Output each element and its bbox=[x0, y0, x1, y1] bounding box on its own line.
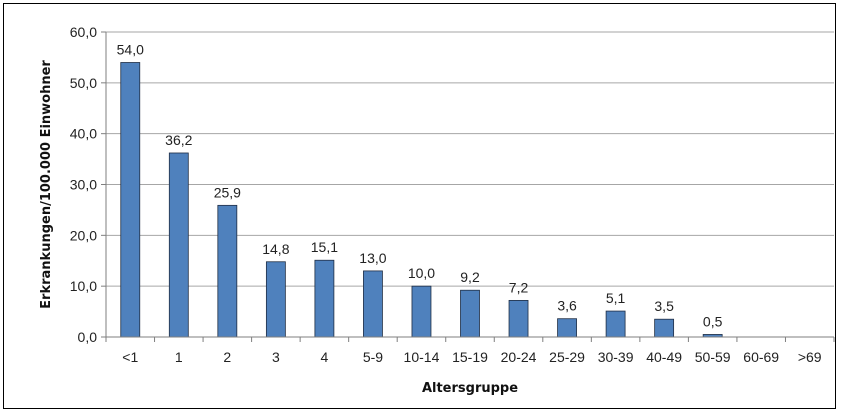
x-tick-label: 30-39 bbox=[598, 349, 634, 365]
bar bbox=[411, 285, 432, 338]
data-label: 25,9 bbox=[214, 184, 241, 200]
bar bbox=[363, 270, 383, 338]
data-label: 14,8 bbox=[262, 241, 289, 257]
x-tick-label: 5-9 bbox=[363, 349, 383, 365]
x-tick-label: 15-19 bbox=[452, 349, 488, 365]
data-label: 3,6 bbox=[557, 298, 577, 314]
x-tick-label: 1 bbox=[175, 349, 183, 365]
y-axis-title: Erkrankungen/100.000 Einwohner bbox=[39, 60, 54, 309]
y-tick-label: 50,0 bbox=[70, 75, 97, 91]
x-tick-label: 25-29 bbox=[549, 349, 585, 365]
x-tick-label: 2 bbox=[223, 349, 231, 365]
bar bbox=[605, 310, 626, 338]
data-label: 7,2 bbox=[509, 279, 529, 295]
data-label: 54,0 bbox=[117, 42, 144, 58]
x-tick-label: 40-49 bbox=[646, 349, 682, 365]
x-tick-label: 10-14 bbox=[404, 349, 440, 365]
y-tick-label: 60,0 bbox=[70, 24, 97, 40]
data-label: 9,2 bbox=[460, 269, 480, 285]
x-axis-title: Altersgruppe bbox=[422, 381, 518, 396]
data-label: 5,1 bbox=[606, 290, 626, 306]
gridlines bbox=[106, 31, 834, 287]
data-label: 0,5 bbox=[703, 313, 723, 329]
chart-frame bbox=[3, 3, 836, 409]
data-label: 3,5 bbox=[654, 298, 674, 314]
x-tick-label: 3 bbox=[272, 349, 280, 365]
x-tick-label: 20-24 bbox=[501, 349, 537, 365]
y-tick-label: 20,0 bbox=[70, 227, 97, 243]
data-label: 15,1 bbox=[311, 239, 338, 255]
x-axis-ticks: <1 1 2 3 4 5-9 10-14 15-19 20-24 25-29 30-39 40-49 5… bbox=[105, 337, 835, 365]
data-labels: 54,0 36,2 25,9 14,8 15,1 13,0 10,0 9,2 7,2 3,6 5,1… bbox=[117, 42, 723, 330]
x-tick-label: 50-59 bbox=[695, 349, 731, 365]
bar bbox=[120, 62, 141, 338]
y-axis-ticks: 0,0 10,0 20,0 30,0 40,0 50,0 60,0 bbox=[70, 24, 106, 345]
bar bbox=[168, 152, 189, 338]
y-tick-label: 40,0 bbox=[70, 126, 97, 142]
y-tick-label: 0,0 bbox=[78, 329, 98, 345]
bars bbox=[120, 62, 723, 338]
data-label: 13,0 bbox=[359, 250, 386, 266]
bar bbox=[557, 318, 577, 338]
bar bbox=[654, 318, 675, 338]
bar bbox=[314, 259, 335, 338]
data-label: 36,2 bbox=[165, 132, 192, 148]
bar bbox=[217, 204, 238, 338]
bar bbox=[265, 261, 286, 338]
bar bbox=[508, 299, 529, 338]
y-tick-label: 30,0 bbox=[70, 177, 97, 193]
x-tick-label: >69 bbox=[798, 349, 822, 365]
x-tick-label: 4 bbox=[321, 349, 329, 365]
data-label: 10,0 bbox=[408, 265, 435, 281]
x-tick-label: <1 bbox=[122, 349, 138, 365]
x-tick-label: 60-69 bbox=[743, 349, 779, 365]
bar bbox=[460, 289, 480, 338]
y-tick-label: 10,0 bbox=[70, 278, 97, 294]
